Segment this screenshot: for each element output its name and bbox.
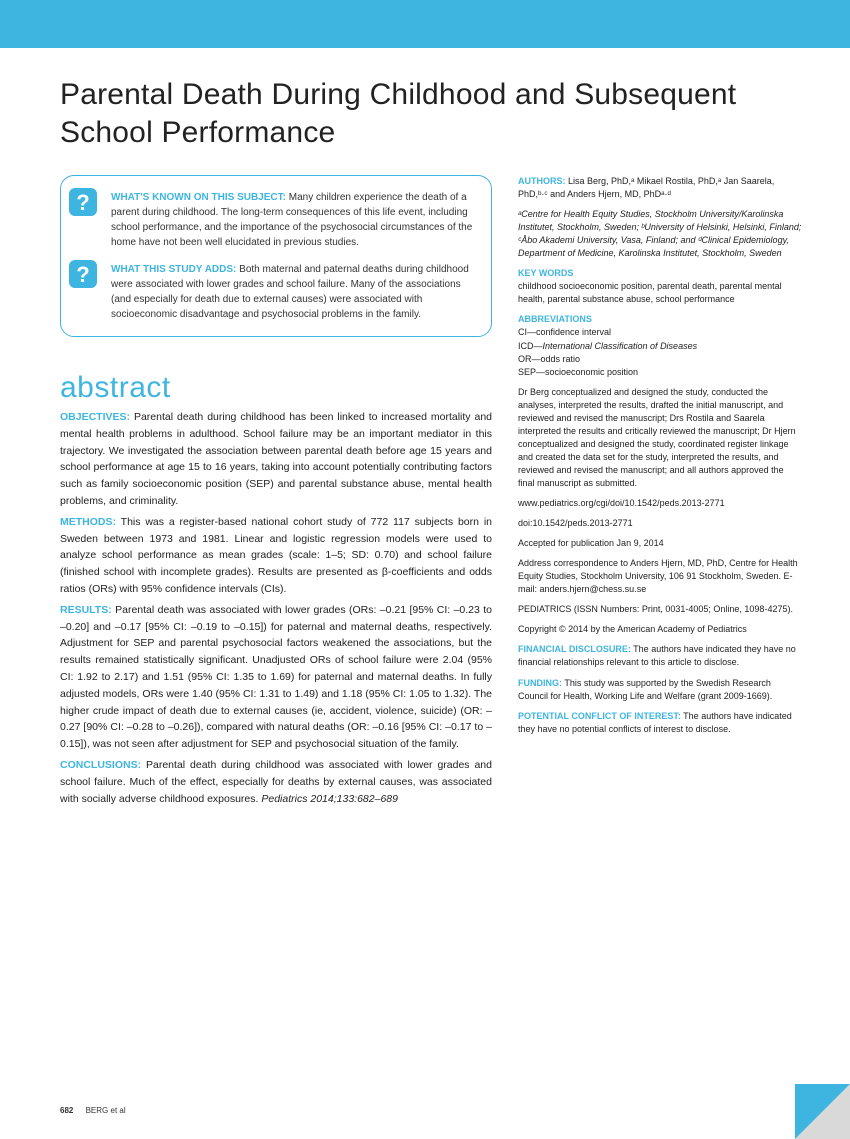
funding: FUNDING: This study was supported by the… (518, 677, 802, 703)
objectives-label: OBJECTIVES: (60, 411, 130, 423)
affiliations: ᵃCentre for Health Equity Studies, Stock… (518, 208, 802, 260)
summary-adds: ? WHAT THIS STUDY ADDS: Both maternal an… (111, 262, 475, 322)
contributions: Dr Berg conceptualized and designed the … (518, 386, 802, 490)
adds-label: WHAT THIS STUDY ADDS: (111, 264, 236, 275)
objectives-text: Parental death during childhood has been… (60, 411, 492, 507)
citation: Pediatrics 2014;133:682–689 (261, 793, 398, 805)
abstract-heading: abstract (60, 371, 492, 405)
page-number: 682 (60, 1106, 73, 1115)
results-section: RESULTS: Parental death was associated w… (60, 602, 492, 753)
page-footer: 682 BERG et al (60, 1106, 126, 1115)
abbrev-label: ABBREVIATIONS (518, 314, 592, 324)
authors-label: AUTHORS: (518, 176, 566, 186)
summary-known: ? WHAT'S KNOWN ON THIS SUBJECT: Many chi… (111, 190, 475, 250)
coi-label: POTENTIAL CONFLICT OF INTEREST: (518, 711, 681, 721)
page-fold (795, 1084, 850, 1139)
results-label: RESULTS: (60, 604, 112, 616)
abbrev-sep: SEP—socioeconomic position (518, 367, 638, 377)
right-column: AUTHORS: Lisa Berg, PhD,ᵃ Mikael Rostila… (518, 175, 802, 811)
doi: doi:10.1542/peds.2013-2771 (518, 517, 802, 530)
summary-box: ? WHAT'S KNOWN ON THIS SUBJECT: Many chi… (60, 175, 492, 337)
abbrev-icd: ICD—International Classification of Dise… (518, 341, 697, 351)
known-label: WHAT'S KNOWN ON THIS SUBJECT: (111, 192, 286, 203)
conclusions-section: CONCLUSIONS: Parental death during child… (60, 757, 492, 807)
abbreviations-block: ABBREVIATIONS CI—confidence interval ICD… (518, 313, 802, 378)
conflict-of-interest: POTENTIAL CONFLICT OF INTEREST: The auth… (518, 710, 802, 736)
conclusions-label: CONCLUSIONS: (60, 759, 141, 771)
left-column: ? WHAT'S KNOWN ON THIS SUBJECT: Many chi… (60, 175, 492, 811)
two-column-layout: ? WHAT'S KNOWN ON THIS SUBJECT: Many chi… (60, 175, 802, 811)
abbrev-or: OR—odds ratio (518, 354, 580, 364)
top-banner (0, 0, 850, 48)
methods-section: METHODS: This was a register-based natio… (60, 514, 492, 598)
footer-tag: BERG et al (86, 1106, 126, 1115)
funding-label: FUNDING: (518, 678, 562, 688)
issn: PEDIATRICS (ISSN Numbers: Print, 0031-40… (518, 603, 802, 616)
keywords-text: childhood socioeconomic position, parent… (518, 281, 782, 304)
keywords-label: KEY WORDS (518, 268, 573, 278)
objectives-section: OBJECTIVES: Parental death during childh… (60, 409, 492, 510)
correspondence: Address correspondence to Anders Hjern, … (518, 557, 802, 596)
copyright: Copyright © 2014 by the American Academy… (518, 623, 802, 636)
keywords-block: KEY WORDS childhood socioeconomic positio… (518, 267, 802, 306)
methods-text: This was a register-based national cohor… (60, 516, 492, 595)
methods-label: METHODS: (60, 516, 116, 528)
abbrev-ci: CI—confidence interval (518, 327, 611, 337)
question-icon: ? (69, 260, 97, 288)
accepted: Accepted for publication Jan 9, 2014 (518, 537, 802, 550)
url: www.pediatrics.org/cgi/doi/10.1542/peds.… (518, 497, 802, 510)
results-text: Parental death was associated with lower… (60, 604, 492, 750)
question-icon: ? (69, 188, 97, 216)
findisc-label: FINANCIAL DISCLOSURE: (518, 644, 631, 654)
authors: AUTHORS: Lisa Berg, PhD,ᵃ Mikael Rostila… (518, 175, 802, 201)
financial-disclosure: FINANCIAL DISCLOSURE: The authors have i… (518, 643, 802, 669)
article-title: Parental Death During Childhood and Subs… (60, 76, 802, 151)
page-content: Parental Death During Childhood and Subs… (0, 48, 850, 811)
